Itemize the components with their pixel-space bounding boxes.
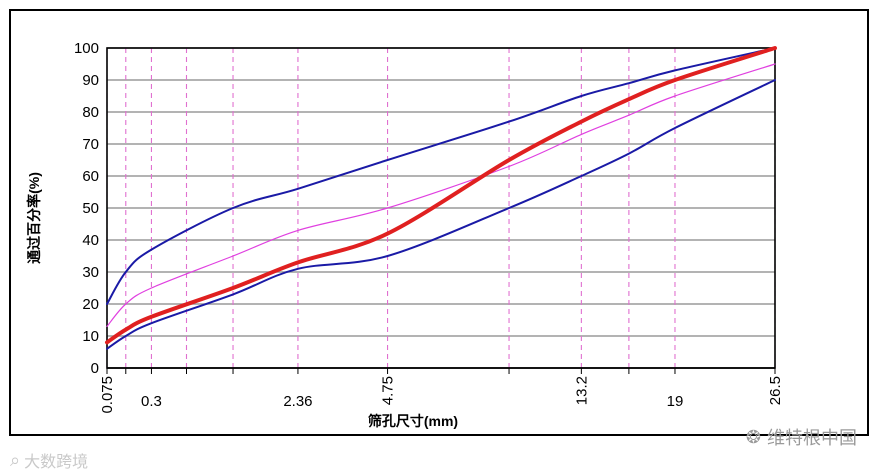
watermark-right-text: 维特根中国 [767, 428, 857, 448]
series-line-1 [106, 47, 776, 305]
ytick-label: 20 [82, 296, 99, 313]
xtick-label: 0.3 [141, 393, 162, 410]
x-axis-title: 筛孔尺寸(mm) [368, 413, 458, 429]
watermark-left: ⌕ 大数跨境 [10, 448, 88, 472]
ytick-label: 80 [82, 104, 99, 121]
ytick-label: 30 [82, 264, 99, 281]
y-axis-title: 通过百分率(%) [26, 172, 42, 264]
xtick-label: 0.075 [99, 376, 116, 414]
ytick-label: 0 [91, 360, 99, 377]
chart-frame: 0 10 20 30 40 50 60 70 80 90 100 0.075 0.3 2.36 4.75 13… [9, 9, 869, 436]
ytick-label: 60 [82, 168, 99, 185]
watermark-right: ❂ 维特根中国 [746, 424, 857, 450]
speech-bubble-icon: ⌕ [10, 449, 21, 470]
ytick-label: 90 [82, 72, 99, 89]
ytick-label: 100 [74, 40, 99, 57]
xtick-label: 13.2 [573, 376, 590, 405]
xtick-label: 26.5 [767, 376, 784, 405]
ytick-label: 70 [82, 136, 99, 153]
series-line-2 [106, 79, 776, 350]
ytick-label: 50 [82, 200, 99, 217]
xtick-label: 4.75 [380, 376, 397, 405]
chart: 0 10 20 30 40 50 60 70 80 90 100 0.075 0.3 2.36 4.75 13… [26, 40, 784, 429]
ytick-label: 40 [82, 232, 99, 249]
xtick-label: 2.36 [283, 393, 312, 410]
series-line-4 [105, 46, 777, 345]
ytick-label: 10 [82, 328, 99, 345]
wechat-icon: ❂ [745, 426, 761, 447]
xtick-label: 19 [667, 393, 684, 410]
series-line-3 [106, 63, 776, 327]
watermark-left-text: 大数跨境 [24, 454, 89, 471]
